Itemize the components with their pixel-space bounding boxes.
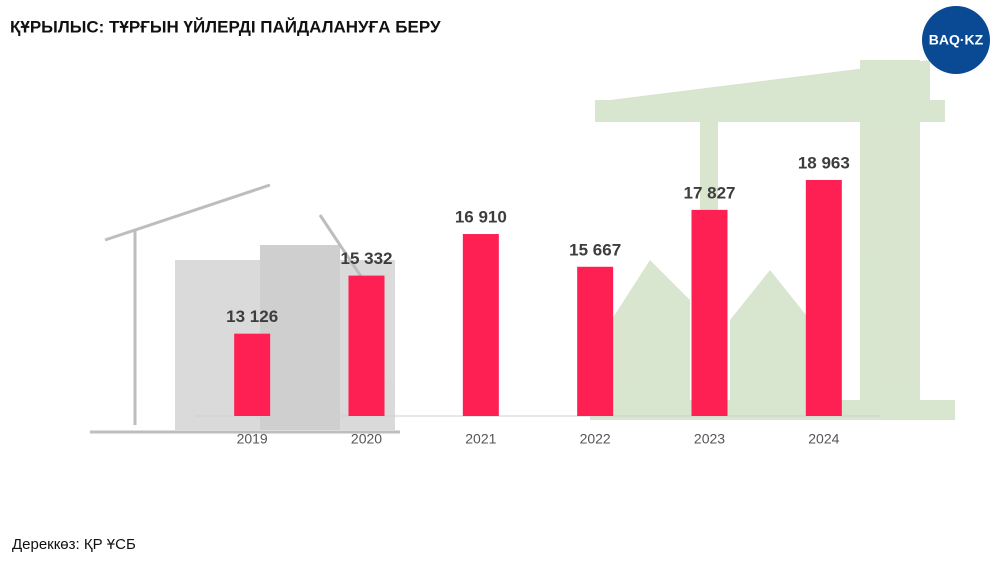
value-label: 16 910	[455, 208, 507, 227]
background-decoration	[90, 60, 955, 434]
value-label: 18 963	[798, 153, 850, 172]
x-tick-label: 2024	[808, 431, 839, 447]
value-label: 15 332	[341, 249, 393, 268]
value-label: 17 827	[684, 183, 736, 202]
chart-title: ҚҰРЫЛЫС: ТҰРҒЫН ҮЙЛЕРДІ ПАЙДАЛАНУҒА БЕРУ	[10, 17, 441, 36]
x-tick-label: 2019	[237, 431, 268, 447]
bar	[348, 275, 385, 416]
source-note: Дереккөз: ҚР ҰСБ	[12, 536, 136, 553]
bar	[805, 179, 842, 416]
bar	[577, 266, 614, 416]
value-label: 13 126	[226, 307, 278, 326]
bar	[462, 234, 499, 416]
x-tick-label: 2022	[580, 431, 611, 447]
logo: BAQ·KZ	[929, 32, 984, 48]
x-tick-label: 2020	[351, 431, 382, 447]
x-tick-label: 2023	[694, 431, 725, 447]
logo-badge	[922, 6, 990, 74]
value-label: 15 667	[569, 240, 621, 259]
bar	[691, 209, 728, 416]
bar	[234, 333, 271, 416]
x-tick-label: 2021	[465, 431, 496, 447]
